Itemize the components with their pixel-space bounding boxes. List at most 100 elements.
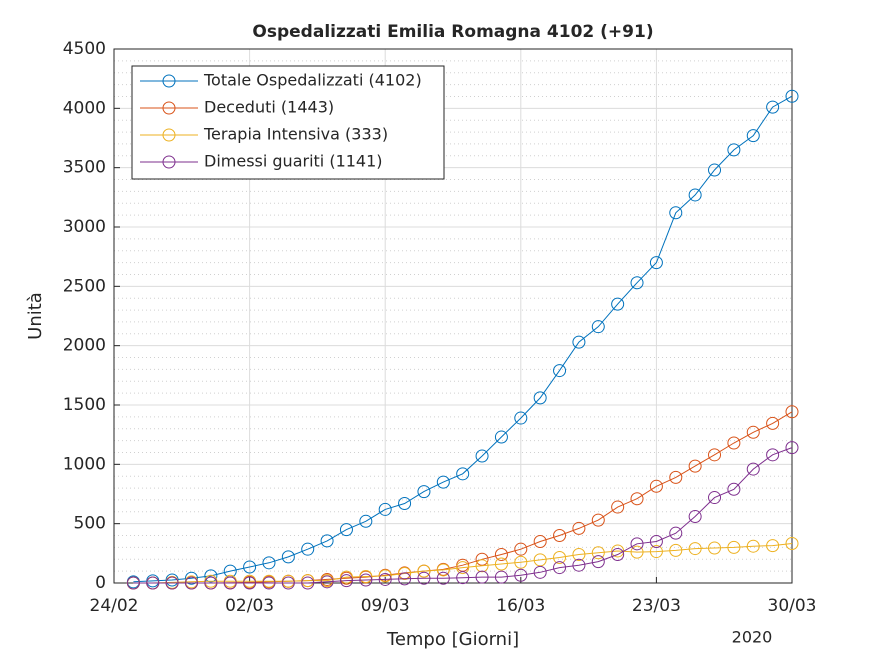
- chart-title: Ospedalizzati Emilia Romagna 4102 (+91): [252, 22, 653, 42]
- point: [572, 335, 586, 349]
- point: [320, 534, 334, 548]
- point: [630, 492, 644, 506]
- point: [611, 500, 625, 514]
- point: [611, 548, 625, 562]
- point: [572, 548, 586, 562]
- point: [475, 449, 489, 463]
- x-tick-label: 09/03: [361, 596, 410, 616]
- point: [494, 570, 508, 584]
- y-tick-label: 2000: [63, 336, 106, 356]
- point: [611, 297, 625, 311]
- y-tick-label: 0: [95, 573, 106, 593]
- point: [727, 482, 741, 496]
- point: [727, 540, 741, 554]
- point: [417, 564, 431, 578]
- year-label: 2020: [732, 628, 773, 647]
- point: [514, 555, 528, 569]
- legend-label: Totale Ospedalizzati (4102): [203, 71, 422, 90]
- y-tick-label: 4500: [63, 39, 106, 59]
- point: [727, 143, 741, 157]
- point: [378, 569, 392, 583]
- point: [553, 550, 567, 564]
- point: [669, 206, 683, 220]
- point: [398, 572, 412, 586]
- point: [649, 545, 663, 559]
- point: [262, 556, 276, 570]
- point: [708, 541, 722, 555]
- point: [746, 462, 760, 476]
- point: [204, 569, 218, 583]
- point: [785, 536, 799, 550]
- y-tick-label: 3500: [63, 158, 106, 178]
- point: [165, 576, 179, 590]
- point: [649, 256, 663, 270]
- point: [475, 570, 489, 584]
- point: [417, 571, 431, 585]
- y-axis-label: Unità: [25, 292, 46, 340]
- point: [398, 496, 412, 510]
- point: [184, 571, 198, 585]
- point: [184, 576, 198, 590]
- point: [436, 563, 450, 577]
- legend-label: Terapia Intensiva (333): [203, 125, 388, 144]
- point: [456, 561, 470, 575]
- point: [591, 546, 605, 560]
- x-tick-label: 16/03: [496, 596, 545, 616]
- point: [553, 364, 567, 378]
- point: [708, 163, 722, 177]
- point: [359, 569, 373, 583]
- point: [126, 576, 140, 590]
- point: [572, 521, 586, 535]
- point: [301, 542, 315, 556]
- point: [630, 545, 644, 559]
- point: [746, 129, 760, 143]
- point: [708, 448, 722, 462]
- legend-marker: [162, 128, 176, 142]
- x-tick-label: 30/03: [768, 596, 817, 616]
- y-tick-label: 500: [74, 514, 106, 534]
- point: [398, 567, 412, 581]
- point: [436, 571, 450, 585]
- point: [359, 573, 373, 587]
- point: [688, 510, 702, 524]
- point: [688, 459, 702, 473]
- point: [514, 411, 528, 425]
- point: [572, 558, 586, 572]
- point: [553, 561, 567, 575]
- y-tick-label: 4000: [63, 98, 106, 118]
- point: [533, 534, 547, 548]
- point: [591, 320, 605, 334]
- point: [456, 467, 470, 481]
- point: [688, 188, 702, 202]
- point: [378, 502, 392, 516]
- point: [649, 479, 663, 493]
- point: [339, 574, 353, 588]
- point: [553, 529, 567, 543]
- axes-box: [113, 48, 793, 584]
- legend-marker: [162, 101, 176, 115]
- point: [320, 575, 334, 589]
- point: [766, 448, 780, 462]
- point: [281, 550, 295, 564]
- point: [456, 571, 470, 585]
- point: [146, 576, 160, 590]
- point: [243, 576, 257, 590]
- point: [339, 523, 353, 537]
- legend-box: [131, 65, 445, 180]
- point: [204, 576, 218, 590]
- point: [494, 430, 508, 444]
- point: [475, 552, 489, 566]
- legend-marker: [162, 74, 176, 88]
- point: [533, 391, 547, 405]
- point: [649, 534, 663, 548]
- point: [630, 276, 644, 290]
- y-tick-label: 2500: [63, 276, 106, 296]
- series-line: [133, 95, 793, 583]
- legend-marker: [162, 155, 176, 169]
- point: [243, 560, 257, 574]
- point: [514, 542, 528, 556]
- point: [514, 568, 528, 582]
- point: [494, 548, 508, 562]
- point: [223, 576, 237, 590]
